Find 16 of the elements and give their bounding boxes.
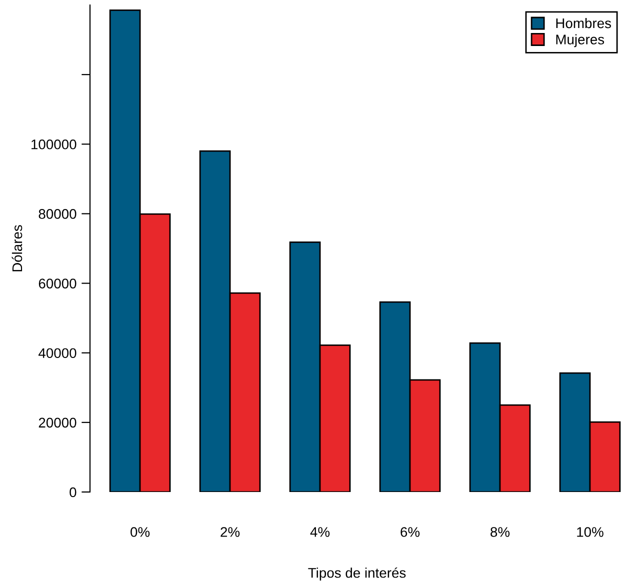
x-tick-label: 8%	[490, 527, 510, 537]
legend-label: Hombres	[556, 18, 611, 28]
x-tick-label: 0%	[130, 527, 150, 537]
x-tick-label: 10%	[577, 527, 604, 537]
x-tick-label: 6%	[400, 527, 420, 537]
y-tick-label: 60000	[38, 278, 76, 288]
x-tick-label: 2%	[220, 527, 240, 537]
legend-label: Mujeres	[556, 34, 604, 48]
x-tick-label: 4%	[310, 527, 330, 537]
y-tick-label: 20000	[38, 418, 76, 428]
y-tick-label: 80000	[38, 209, 76, 219]
y-axis-title: Dólares	[12, 225, 22, 272]
y-tick-label: 40000	[38, 348, 76, 358]
x-axis-title: Tipos de interés	[308, 567, 406, 581]
y-tick-label: 0	[70, 487, 76, 498]
y-tick-label: 100000	[32, 139, 76, 150]
